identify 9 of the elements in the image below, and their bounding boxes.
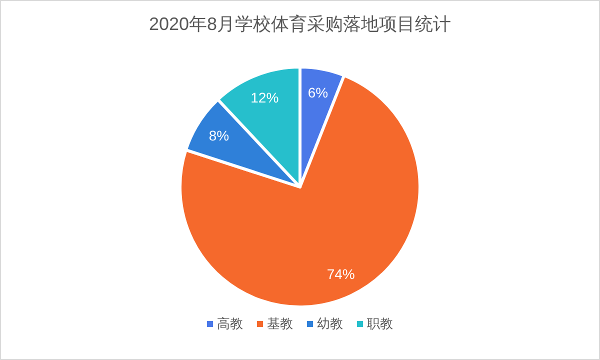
legend-label: 幼教 <box>317 316 343 331</box>
data-label: 8% <box>208 128 230 144</box>
data-label: 6% <box>308 84 328 101</box>
data-label: 74% <box>326 266 355 282</box>
data-label: 12% <box>250 90 279 106</box>
legend-label: 高教 <box>217 316 243 331</box>
legend-label: 基教 <box>267 316 293 331</box>
chart-title: 2020年8月学校体育采购落地项目统计 <box>148 14 452 34</box>
legend-label: 职教 <box>367 316 393 331</box>
